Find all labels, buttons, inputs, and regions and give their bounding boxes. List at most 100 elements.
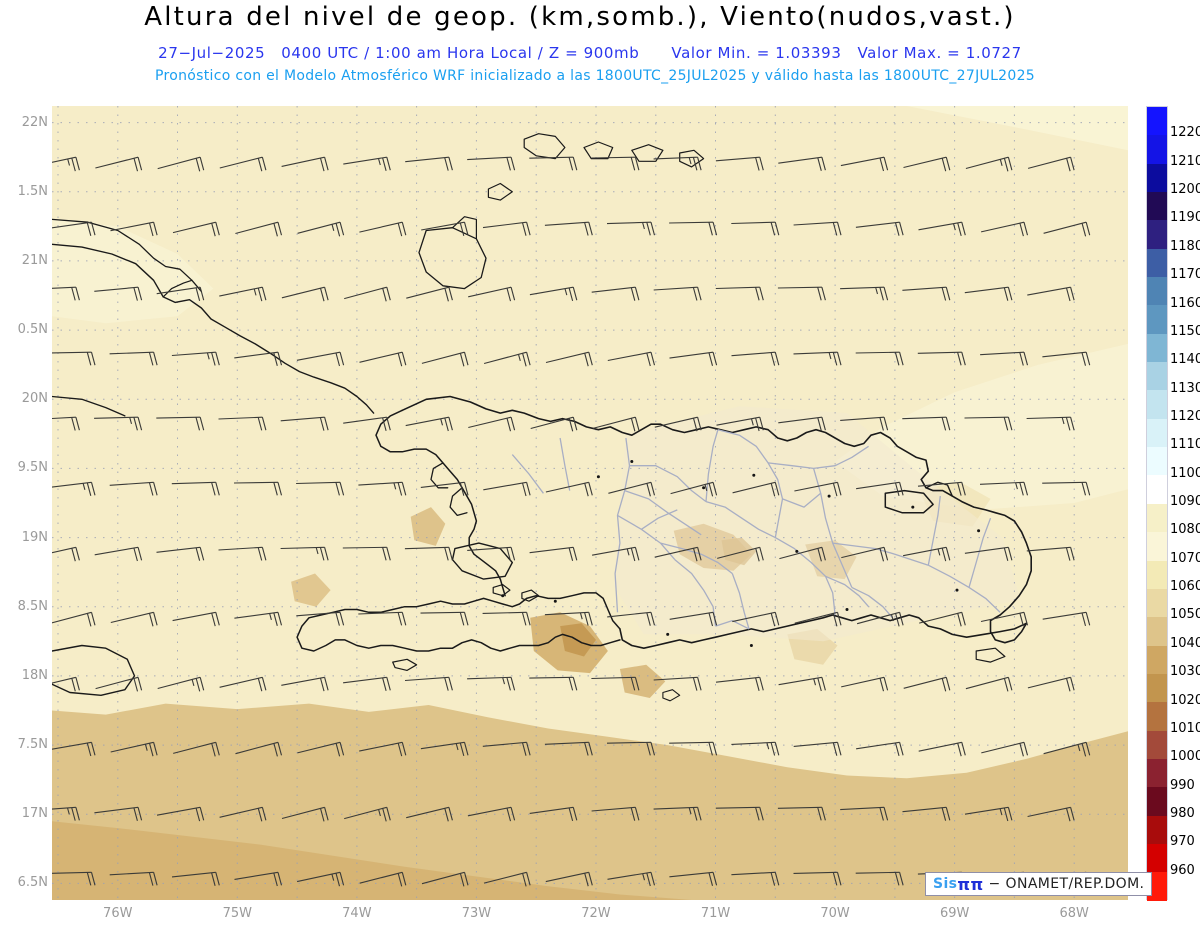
logo-sis-text: Sis [933,876,958,892]
wind-barb [669,871,718,886]
wind-barb [902,416,951,431]
wind-barb [405,156,453,171]
wind-barb [467,546,516,561]
wind-barb [343,416,391,431]
wind-barb [607,871,656,887]
colorbar-level-label: 1120 [1170,408,1200,424]
forecast-subtitle-line: 27−Jul−2025 0400 UTC / 1:00 am Hora Local… [0,44,1180,62]
colorbar-tick-labels: 1220 1210 1200 1190 1180 1170 1160 1150 1140 1130… [1170,106,1200,900]
wind-barb [793,221,842,236]
wind-barb [110,611,158,627]
wind-barb [296,481,345,496]
colorbar-segment [1147,390,1167,419]
wind-barb [1027,286,1075,302]
wind-barb [793,871,842,886]
wind-barb [482,741,531,756]
wind-barb [219,676,267,692]
colorbar-level-label: 960 [1170,862,1195,878]
wind-barb [420,611,469,626]
colorbar-level-label: 1090 [1170,494,1200,509]
wind-barb [468,286,516,302]
wind-barb [109,871,158,886]
colorbar-segment [1147,843,1167,873]
colorbar-level-label: 1010 [1170,720,1200,736]
wind-barb [281,676,329,692]
wind-barb [52,741,96,757]
colorbar-segment [1147,305,1167,334]
colorbar-level-label: 990 [1170,777,1195,793]
colorbar-segment [1147,758,1167,788]
wind-barb [794,481,842,497]
wind-barb [219,806,267,822]
wind-barb [840,286,889,301]
wind-barb [52,221,96,236]
wind-barb [793,351,842,366]
colorbar-level-label: 1040 [1170,635,1200,651]
lat-tick-label: 9.5N [17,460,48,476]
wind-barb [530,416,578,432]
wind-barb [94,416,143,431]
colorbar-level-label: 1130 [1170,380,1200,396]
lon-tick-label: 68W [1059,906,1089,921]
wind-barb [1043,221,1091,237]
colorbar-level-label: 1200 [1170,182,1200,198]
wind-barb [918,221,966,237]
wind-barb [218,546,267,561]
lat-tick-label: 19N [21,529,48,545]
lon-tick-label: 71W [700,906,731,921]
wind-barb [544,741,593,756]
wind-barb [653,806,702,821]
wind-barb [156,286,205,301]
model-info-line: Pronóstico con el Modelo Atmosférico WRF… [155,68,1035,84]
wind-barb [902,546,951,562]
colorbar[interactable] [1146,106,1168,901]
wind-barb [607,351,656,367]
colorbar-segment [1147,277,1167,306]
wind-barb [917,351,966,366]
wind-barb [233,481,283,496]
wind-barb [856,741,904,757]
wind-barb [964,546,1013,561]
wind-barb [606,741,656,756]
wind-barb [406,806,453,822]
wind-barb [280,416,329,431]
wind-barb [421,871,469,887]
colorbar-segment [1147,815,1167,844]
wind-barb [1042,351,1091,366]
wind-barb [732,611,780,627]
wind-barb [731,741,780,756]
wind-barb [483,481,531,497]
wind-barb [903,156,951,172]
wind-barb [52,871,96,886]
wind-barb [404,546,453,561]
lat-tick-label: 21N [21,252,48,268]
wind-barb [1043,741,1091,757]
colorbar-level-label: 1000 [1170,749,1200,765]
wind-barb [965,676,1013,692]
colorbar-segment [1147,702,1167,731]
colorbar-segment [1147,362,1167,391]
logo-pi-icon: ππ [957,874,984,894]
colorbar-segment [1147,730,1167,759]
wind-barb [715,806,764,821]
map-canvas[interactable] [52,106,1128,900]
wind-barb [344,806,391,822]
wind-barb [281,806,329,822]
wind-barb [981,741,1029,757]
wind-barb [95,156,143,172]
wind-barb [156,416,205,431]
wind-barb [545,351,593,367]
wind-barb [778,676,826,692]
wind-barb [235,221,283,237]
colorbar-level-label: 1070 [1170,550,1200,566]
colorbar-segment [1147,560,1167,589]
wind-barb [157,676,205,692]
wind-barb [52,676,80,692]
wind-barb [840,416,889,431]
wind-barb [156,806,205,822]
wind-barb [669,221,718,236]
wind-barb [715,286,764,301]
wind-barb [52,416,80,431]
colorbar-segment [1147,333,1167,363]
